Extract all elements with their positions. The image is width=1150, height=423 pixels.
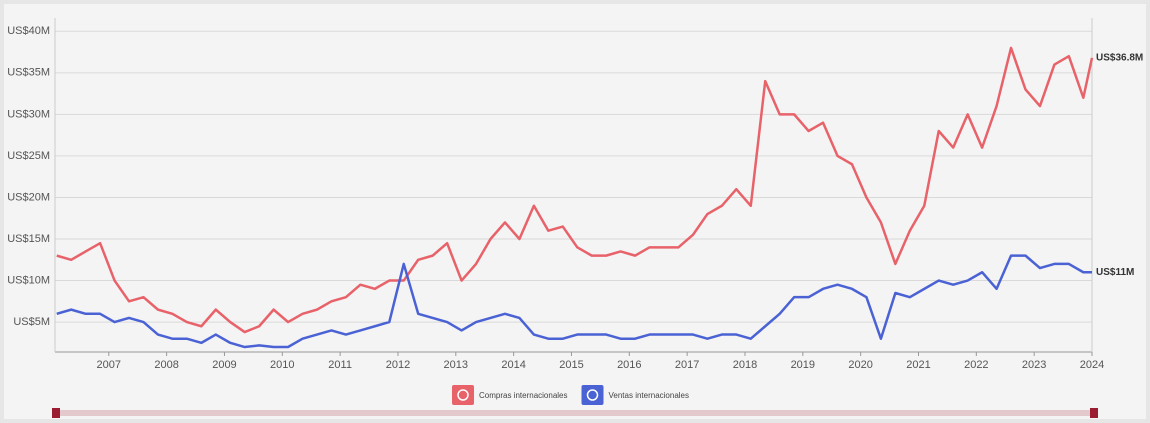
x-tick-label: 2010	[270, 359, 294, 371]
y-tick-label: US$25M	[7, 150, 50, 162]
y-tick-label: US$35M	[7, 67, 50, 79]
legend-swatch	[452, 385, 474, 405]
y-tick-label: US$15M	[7, 233, 50, 245]
x-tick-label: 2009	[212, 359, 236, 371]
y-tick-label: US$10M	[7, 274, 50, 286]
range-track[interactable]	[55, 410, 1095, 416]
legend-swatch	[581, 385, 604, 405]
x-tick-label: 2007	[97, 359, 121, 371]
y-tick-label: US$30M	[7, 108, 50, 120]
legend-label: Ventas internacionales	[609, 391, 690, 400]
series-line	[56, 254, 1092, 349]
legend-label: Compras internacionales	[479, 391, 568, 400]
x-tick-label: 2022	[964, 359, 988, 371]
x-tick-label: 2019	[791, 359, 815, 371]
y-tick-label: US$40M	[7, 25, 50, 37]
x-tick-label: 2017	[675, 359, 699, 371]
end-label: US$11M	[1096, 267, 1134, 278]
x-tick-label: 2011	[328, 359, 352, 371]
y-tick-label: US$5M	[13, 316, 50, 328]
x-tick-label: 2016	[617, 359, 641, 371]
series-line	[56, 46, 1094, 334]
x-tick-label: 2012	[386, 359, 410, 371]
x-tick-label: 2024	[1080, 359, 1104, 371]
x-tick-label: 2020	[848, 359, 872, 371]
x-tick-label: 2018	[733, 359, 757, 371]
x-tick-label: 2021	[906, 359, 930, 371]
legend-icon	[586, 389, 599, 401]
x-tick-label: 2013	[444, 359, 468, 371]
x-tick-label: 2023	[1022, 359, 1046, 371]
end-label: US$36.8M	[1096, 53, 1143, 64]
y-tick-label: US$20M	[7, 191, 50, 203]
x-tick-label: 2008	[154, 359, 178, 371]
legend-item[interactable]: Ventas internacionales	[581, 385, 690, 405]
panel	[4, 4, 1146, 419]
range-handle[interactable]	[52, 408, 60, 418]
legend-icon	[457, 389, 469, 401]
range-handle[interactable]	[1090, 408, 1098, 418]
legend-item[interactable]: Compras internacionales	[452, 385, 568, 405]
x-tick-label: 2014	[501, 359, 525, 371]
x-tick-label: 2015	[559, 359, 583, 371]
